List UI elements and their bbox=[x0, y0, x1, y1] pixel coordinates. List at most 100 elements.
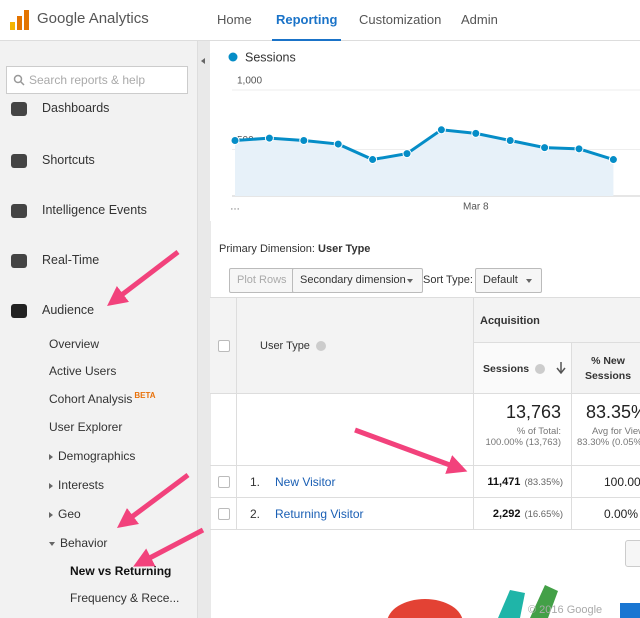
row-cell bbox=[210, 498, 237, 530]
group-header-cell: Acquisition bbox=[474, 297, 640, 343]
sidebar-subitem[interactable]: Active Users bbox=[49, 364, 116, 378]
header-cell: User Type bbox=[237, 297, 474, 394]
row-cell: 11,471 (83.35%) bbox=[474, 466, 572, 498]
point bbox=[402, 149, 412, 159]
sidebar-subitem[interactable]: User Explorer bbox=[49, 420, 122, 434]
sidebar-subitem-label: Frequency & Rece... bbox=[70, 591, 180, 605]
sidebar-subitem[interactable]: Overview bbox=[49, 337, 99, 351]
point bbox=[299, 136, 309, 145]
nav-icon bbox=[11, 154, 27, 168]
header-cell[interactable]: Sessions bbox=[474, 343, 572, 394]
sidebar-subitem-label: Active Users bbox=[49, 364, 117, 378]
sidebar-subitem[interactable]: New vs Returning bbox=[70, 564, 171, 578]
row-value-number: 11,471 bbox=[487, 476, 521, 488]
point bbox=[574, 144, 584, 154]
sidebar-subitem[interactable]: Behavior bbox=[49, 536, 107, 550]
row-value-pct: (83.35%) bbox=[524, 477, 563, 488]
point bbox=[230, 136, 240, 145]
checkbox[interactable] bbox=[218, 508, 230, 520]
total-value: 83.35% bbox=[586, 402, 640, 422]
sidebar-item[interactable]: Real-Time bbox=[42, 253, 100, 267]
row-cell: 2. Returning Visitor bbox=[237, 498, 474, 530]
sidebar-collapse[interactable] bbox=[197, 41, 211, 618]
row-value-pct: (16.65%) bbox=[524, 509, 563, 520]
sidebar-subitem[interactable]: Interests bbox=[49, 478, 104, 492]
nav-item[interactable]: Reporting bbox=[271, 12, 342, 42]
totals-cell bbox=[237, 394, 474, 466]
point bbox=[471, 128, 481, 138]
search-icon bbox=[13, 74, 25, 86]
sidebar-subitem-label: Overview bbox=[49, 337, 100, 351]
totals-cell bbox=[210, 394, 237, 466]
search-box[interactable]: Search reports & help bbox=[6, 66, 188, 94]
sidebar-subitem-label: Cohort Analysis bbox=[49, 392, 133, 406]
x-start-label: … bbox=[230, 202, 240, 213]
row-cell: 100.00% bbox=[572, 466, 640, 498]
expand-arrow bbox=[49, 512, 53, 518]
column-header-text: User Type bbox=[260, 340, 310, 352]
y-tick-label: 1,000 bbox=[237, 76, 262, 87]
checkbox[interactable] bbox=[218, 476, 230, 488]
sidebar-subitem-label: Interests bbox=[58, 478, 105, 492]
sidebar-subitem-label: Behavior bbox=[60, 536, 108, 550]
point bbox=[264, 133, 274, 143]
button[interactable] bbox=[625, 540, 640, 567]
column-header: Sessions bbox=[483, 363, 546, 375]
nav-icon bbox=[11, 102, 27, 116]
header-cell[interactable]: % New Sessions bbox=[572, 343, 640, 394]
sidebar-item[interactable]: Intelligence Events bbox=[42, 203, 147, 217]
secondary-dimension-button[interactable]: Secondary dimension bbox=[292, 268, 423, 293]
group-header: Acquisition bbox=[480, 315, 540, 327]
sidebar-subitem-label: User Explorer bbox=[49, 420, 123, 434]
totals-cell: 13,763 % of Total: 100.00% (13,763) bbox=[474, 394, 572, 466]
column-header: % New Sessions bbox=[584, 355, 632, 382]
legend-marker bbox=[228, 52, 238, 62]
sidebar-item[interactable]: Audience bbox=[42, 303, 95, 317]
logo-icon bbox=[10, 10, 29, 30]
header-cell bbox=[210, 297, 237, 394]
x-tick-label: Mar 8 bbox=[463, 202, 489, 213]
total-sub: 83.30% (0.05%) bbox=[577, 437, 640, 448]
area bbox=[235, 129, 614, 196]
total-note: Avg for View: bbox=[592, 426, 640, 437]
sidebar-subitem[interactable]: Frequency & Rece... bbox=[70, 591, 179, 605]
sidebar-subitem[interactable]: Cohort Analysis BETA bbox=[49, 391, 156, 406]
sort-type-value: Default bbox=[483, 274, 518, 286]
sort-type-button[interactable]: Default bbox=[475, 268, 542, 293]
column-header: User Type bbox=[260, 340, 326, 352]
row-link[interactable]: New Visitor bbox=[275, 475, 336, 489]
nav-item[interactable]: Home bbox=[217, 12, 252, 27]
expand-arrow bbox=[49, 454, 53, 460]
sidebar-subitem[interactable]: Demographics bbox=[49, 449, 135, 463]
badge: BETA bbox=[134, 391, 156, 400]
sidebar-subitem[interactable]: Geo bbox=[49, 507, 81, 521]
point bbox=[436, 125, 446, 135]
primary-dimension-value[interactable]: User Type bbox=[318, 243, 371, 255]
search-placeholder: Search reports & help bbox=[29, 73, 146, 87]
sidebar-subitem-label: Demographics bbox=[58, 449, 136, 463]
help-icon[interactable] bbox=[535, 364, 546, 375]
point bbox=[505, 136, 515, 145]
row-value: 100.00% bbox=[604, 475, 640, 489]
nav-item[interactable]: Admin bbox=[461, 12, 498, 27]
nav-icon bbox=[11, 304, 27, 318]
line bbox=[234, 128, 614, 162]
point bbox=[608, 155, 618, 165]
help-icon[interactable] bbox=[315, 341, 326, 352]
point bbox=[368, 155, 378, 165]
row-value-number: 2,292 bbox=[492, 508, 521, 520]
checkbox[interactable] bbox=[218, 340, 230, 352]
total-sub: 100.00% (13,763) bbox=[485, 437, 561, 448]
collapse-arrow bbox=[201, 58, 205, 64]
sidebar-item[interactable]: Shortcuts bbox=[42, 153, 95, 167]
sidebar-item[interactable]: Dashboards bbox=[42, 101, 110, 115]
row-value: 2,292 (16.65%) bbox=[493, 508, 563, 520]
row-cell: 0.00% bbox=[572, 498, 640, 530]
sidebar-subitem-label: Geo bbox=[58, 507, 81, 521]
row-link[interactable]: Returning Visitor bbox=[275, 507, 364, 521]
footer: © 2016 Google bbox=[528, 604, 603, 616]
nav-item[interactable]: Customization bbox=[359, 12, 442, 27]
logo-text: Google Analytics bbox=[37, 10, 149, 27]
plot-rows-button[interactable]: Plot Rows bbox=[229, 268, 295, 293]
